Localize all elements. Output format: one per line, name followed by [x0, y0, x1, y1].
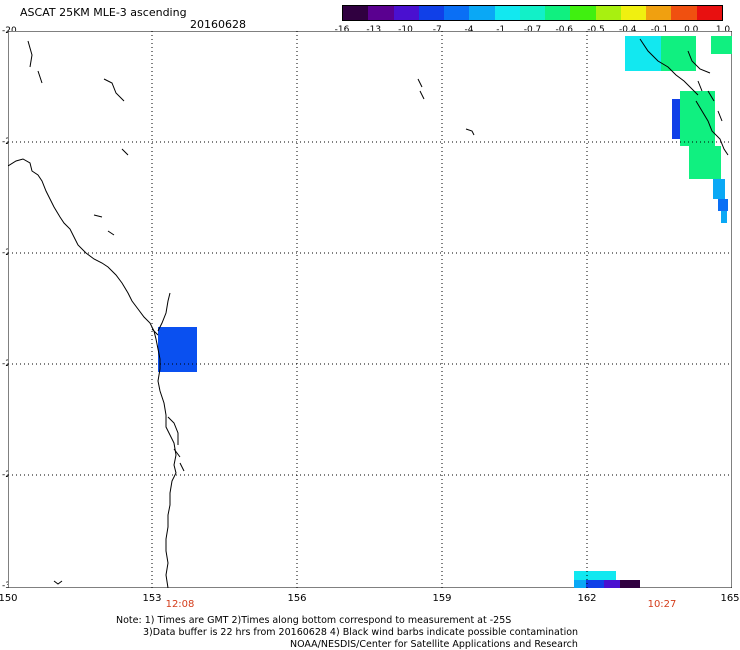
color-scale-segment [343, 6, 369, 20]
color-scale-segment [646, 6, 672, 20]
map-plot [8, 31, 732, 588]
color-scale-segment [418, 6, 445, 20]
plot-date: 20160628 [190, 18, 246, 31]
lon-label-6: 165 [720, 593, 740, 604]
wind-swath-south [574, 571, 640, 588]
note-line-1: Note: 1) Times are GMT 2)Times along bot… [116, 615, 512, 626]
note-line-3: NOAA/NESDIS/Center for Satellite Applica… [290, 639, 578, 650]
lon-label-2: 153 [142, 593, 162, 604]
color-scale-segment [570, 6, 596, 20]
color-scale-label: -1 [496, 25, 506, 35]
color-scale-label: -10 [398, 25, 413, 35]
color-scale-label: -7 [432, 25, 442, 35]
coastline [8, 158, 177, 588]
lon-label-3: 156 [287, 593, 307, 604]
islands [27, 38, 729, 585]
color-scale-label: -0.4 [618, 25, 637, 35]
color-scale-label: -0.6 [555, 25, 574, 35]
color-scale-label: -0.5 [587, 25, 605, 35]
color-scale-segment [494, 6, 520, 20]
color-scale-segment [620, 6, 647, 20]
time-label-1: 12:08 [165, 599, 195, 610]
lon-label-5: 162 [577, 593, 597, 604]
color-scale-label: -0.1 [650, 25, 669, 35]
color-scale-label: -4 [464, 25, 474, 35]
color-scale-segment [393, 6, 419, 20]
color-scale-label: 0.0 [684, 25, 699, 35]
color-scale-label: 1.0 [715, 25, 731, 35]
graticule [8, 31, 732, 588]
color-scale-segment [595, 6, 621, 20]
color-scale-segment [444, 6, 470, 20]
lon-label-4: 159 [432, 593, 452, 604]
note-line-2: 3)Data buffer is 22 hrs from 20160628 4)… [143, 627, 579, 638]
lon-label-1: 150 [0, 593, 18, 604]
color-scale-segment [671, 6, 697, 20]
wind-cell-coastal [158, 327, 197, 372]
color-scale-label: -16 [334, 25, 350, 35]
color-scale-label: -13 [366, 25, 382, 35]
wind-swath-northeast [625, 36, 732, 223]
plot-title: ASCAT 25KM MLE-3 ascending [20, 6, 187, 19]
color-scale-segment [368, 6, 394, 20]
time-label-2: 10:27 [647, 599, 677, 610]
color-scale-segment [519, 6, 546, 20]
color-scale-segment [696, 6, 722, 20]
color-scale-bar [342, 5, 723, 21]
color-scale-segment [545, 6, 571, 20]
color-scale-segment [469, 6, 495, 20]
color-scale-labels: -16 -13 -10 -7 -4 -1 -0.7 -0.6 -0.5 -0.4 -0.1 0.0 1.… [335, 25, 731, 37]
color-scale-label: -0.7 [523, 25, 542, 35]
